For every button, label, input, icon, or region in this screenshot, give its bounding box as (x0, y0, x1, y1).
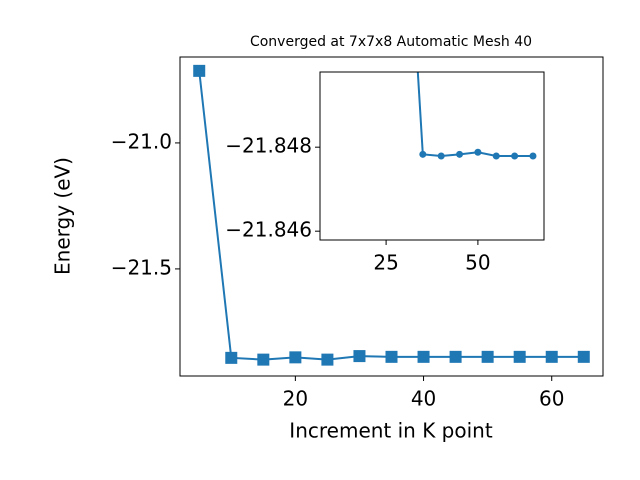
marker (225, 351, 238, 364)
marker (529, 152, 537, 160)
marker (437, 152, 445, 160)
marker (193, 64, 206, 77)
marker (449, 350, 462, 363)
x-tick-label: 50 (465, 251, 490, 275)
chart-title: Converged at 7x7x8 Automatic Mesh 40 (250, 34, 532, 50)
marker (419, 150, 427, 158)
y-tick-label: −21.0 (111, 129, 172, 153)
y-tick-label: −21.848 (225, 134, 312, 158)
marker (257, 353, 270, 366)
x-tick-label: 20 (283, 387, 308, 411)
marker (545, 350, 558, 363)
marker (492, 152, 500, 160)
x-tick-label: 40 (411, 387, 436, 411)
y-tick-label: −21.846 (225, 218, 312, 242)
y-tick-label: −21.5 (111, 255, 172, 279)
marker (577, 350, 590, 363)
marker (456, 150, 464, 158)
axes-frame (319, 71, 545, 241)
marker (481, 350, 494, 363)
marker (385, 350, 398, 363)
plot-clip (416, 72, 537, 160)
plot-clip (193, 64, 590, 366)
marker (321, 353, 334, 366)
x-tick-label: 60 (539, 387, 564, 411)
marker (289, 351, 302, 364)
y-axis-label: Energy (eV) (51, 157, 75, 275)
axes-frame (179, 56, 604, 377)
marker (474, 148, 482, 156)
marker (417, 350, 430, 363)
marker (353, 350, 366, 363)
x-axis-label: Increment in K point (289, 419, 493, 443)
x-tick-label: 25 (373, 251, 398, 275)
marker (513, 350, 526, 363)
marker (511, 152, 519, 160)
